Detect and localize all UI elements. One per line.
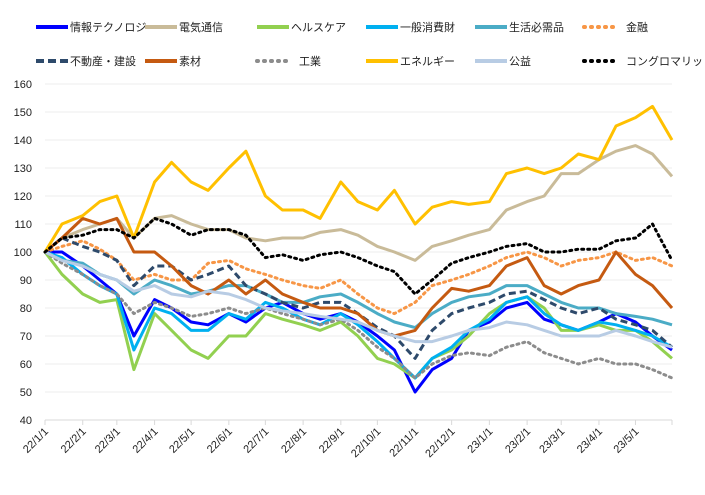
x-tick-label: 23/1/1 <box>465 426 495 456</box>
series-line <box>44 250 673 380</box>
series-line <box>44 216 674 338</box>
series-line <box>43 104 674 253</box>
y-tick-label: 60 <box>20 359 32 371</box>
series-line <box>43 251 673 380</box>
legend-label: 電気通信 <box>179 20 223 34</box>
x-tick-label: 22/9/1 <box>317 426 347 456</box>
series-line <box>43 239 674 316</box>
x-tick-label: 22/7/1 <box>241 426 271 456</box>
x-tick-label: 23/5/1 <box>611 426 641 456</box>
y-tick-label: 80 <box>20 303 32 315</box>
series-line <box>43 216 674 296</box>
y-tick-label: 90 <box>20 275 32 287</box>
legend-label: 一般消費財 <box>400 20 455 34</box>
y-tick-label: 120 <box>14 191 32 203</box>
y-tick-label: 70 <box>20 331 32 343</box>
x-tick-label: 22/2/1 <box>59 426 89 456</box>
legend-label: 素材 <box>179 54 201 68</box>
legend-label: エネルギー <box>400 55 455 68</box>
x-tick-label: 23/4/1 <box>575 426 605 456</box>
y-tick-label: 150 <box>14 107 32 119</box>
legend-label: コングロマリット <box>626 54 705 68</box>
legend-label: 工業 <box>299 55 321 68</box>
y-tick-label: 160 <box>14 79 32 91</box>
y-tick-label: 100 <box>14 247 32 259</box>
x-tick-label: 22/5/1 <box>167 426 197 456</box>
x-tick-label: 22/4/1 <box>131 426 161 456</box>
legend-label: ヘルスケア <box>291 21 346 34</box>
x-tick-label: 22/12/1 <box>423 426 457 460</box>
x-tick-label: 22/10/1 <box>349 426 383 460</box>
series-line <box>43 250 674 380</box>
legend-label: 公益 <box>509 54 531 68</box>
y-axis: 40 50 60 70 80 90 100 110 120 130 140 150 160 <box>14 79 32 427</box>
x-tick-label: 23/3/1 <box>537 426 567 456</box>
legend-label: 生活必需品 <box>509 20 564 34</box>
series-line <box>44 250 673 349</box>
x-tick-label: 22/6/1 <box>205 426 235 456</box>
gridlines <box>45 83 672 421</box>
legend-label: 情報テクノロジー <box>70 21 157 34</box>
y-tick-label: 40 <box>20 415 32 427</box>
series-line <box>44 250 673 330</box>
series-lines <box>43 104 674 394</box>
x-tick-label: 22/11/1 <box>387 426 421 460</box>
x-tick-label: 23/2/1 <box>503 426 533 456</box>
y-tick-label: 130 <box>14 163 32 175</box>
y-tick-label: 50 <box>20 387 32 399</box>
x-tick-label: 22/8/1 <box>279 426 309 456</box>
legend-label: 金融 <box>626 20 648 34</box>
legend-label: 不動産・建設 <box>70 54 136 68</box>
x-tick-label: 22/3/1 <box>93 426 123 456</box>
y-tick-label: 110 <box>14 219 32 231</box>
x-tick-label: 22/1/1 <box>21 426 51 456</box>
x-axis: 22/1/1 22/2/1 22/3/1 22/4/1 22/5/1 22/6/1 22/7… <box>21 420 673 460</box>
y-tick-label: 140 <box>14 135 32 147</box>
